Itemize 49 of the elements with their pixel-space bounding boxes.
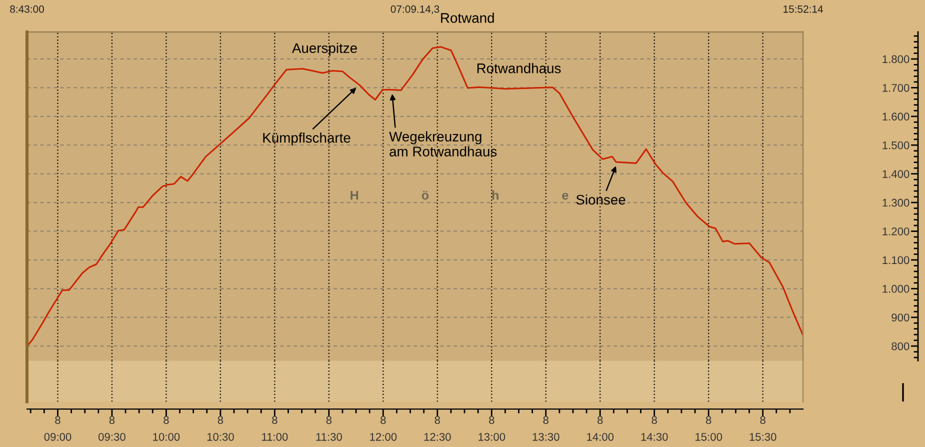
annotation: Rotwandhaus: [477, 63, 561, 74]
x-tick-label: 11:30: [316, 432, 342, 441]
x-tick-label: 14:30: [641, 432, 668, 441]
text: 8:43:00: [10, 5, 44, 13]
y-tick-label: 1.600: [882, 112, 910, 121]
text: 8: [109, 416, 115, 424]
x-tick-label: 13:00: [478, 432, 506, 441]
text: 8: [218, 416, 224, 424]
text: 8: [760, 416, 766, 424]
text: 8: [326, 416, 332, 424]
y-tick-label: 1.500: [882, 141, 910, 150]
y-tick-label: 1.400: [882, 170, 910, 178]
y-tick-label: 1.200: [882, 227, 910, 236]
text: 8: [434, 416, 440, 424]
y-tick-label: 1.300: [882, 198, 910, 207]
x-tick-label: 09:00: [44, 432, 72, 441]
x-tick-label: 15:00: [696, 432, 722, 441]
x-tick-label: 10:30: [207, 432, 234, 441]
annotation: Auerspitze: [292, 42, 357, 56]
annotation: Rotwand: [441, 12, 494, 23]
text: 15:52:14: [784, 5, 823, 13]
x-tick-label: 15:30: [750, 432, 776, 441]
text: 8: [380, 416, 386, 424]
text: 8: [489, 416, 494, 424]
annotation: Sionsee: [576, 194, 626, 205]
x-tick-label: 12:00: [370, 432, 397, 441]
x-tick-label: 13:30: [532, 432, 560, 441]
y-tick-label: 1.800: [882, 55, 910, 64]
y-tick-label: 1.100: [882, 256, 910, 264]
text: 07:09.14,3: [390, 5, 440, 14]
text: 8: [597, 416, 603, 424]
text: 8: [55, 416, 60, 424]
y-tick-label: 800: [892, 342, 910, 350]
x-tick-label: 09:30: [98, 432, 126, 441]
text: 8: [543, 416, 548, 424]
text: 8: [164, 416, 169, 424]
text: 8: [706, 416, 712, 424]
y-tick-label: 1.700: [882, 84, 910, 92]
text: 8: [272, 416, 278, 424]
annotation: Wegekreuzung am Rotwandhaus: [389, 131, 497, 156]
y-tick-label: 900: [892, 314, 910, 322]
x-tick-label: 10:00: [153, 432, 180, 441]
y-axis-title: H ö h e: [350, 190, 568, 200]
y-tick-label: 1.000: [882, 284, 910, 293]
x-tick-label: 14:00: [587, 432, 614, 441]
annotation: Kümpflscharte: [263, 132, 350, 146]
text: 8: [652, 416, 657, 424]
x-tick-label: 12:30: [424, 432, 451, 441]
x-tick-label: 11:00: [262, 432, 288, 441]
